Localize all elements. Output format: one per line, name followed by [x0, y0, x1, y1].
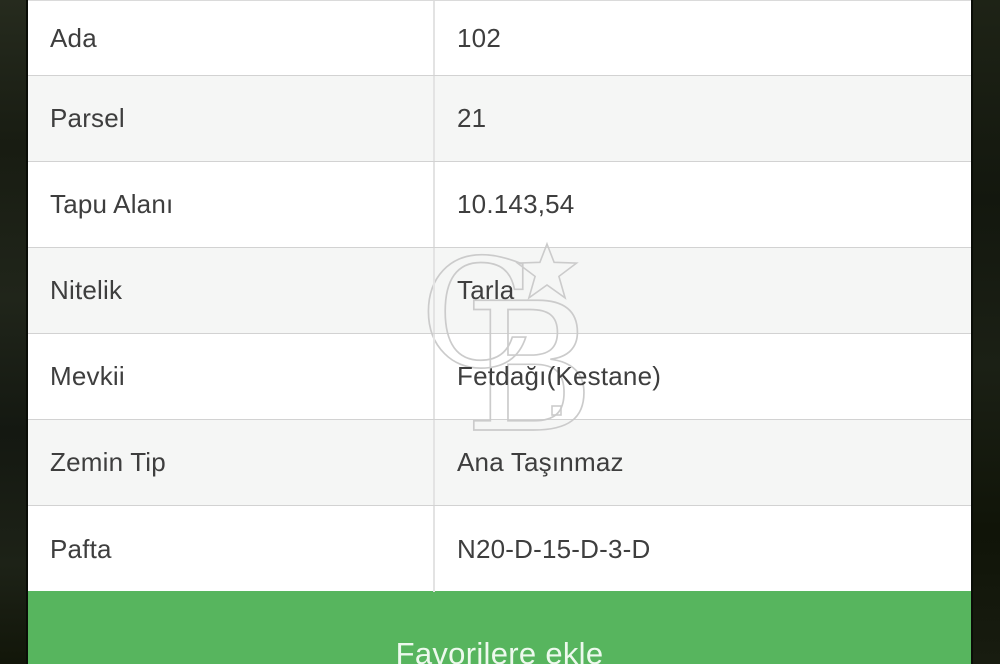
row-label: Zemin Tip — [50, 447, 166, 477]
table-row: Ada 102 — [28, 1, 971, 76]
row-label: Pafta — [50, 533, 112, 564]
table-row: Mevkii Fetdağı(Kestane) — [28, 334, 971, 420]
row-label: Parsel — [50, 103, 125, 133]
table-row: Tapu Alanı 10.143,54 — [28, 162, 971, 248]
table-row: Nitelik Tarla — [28, 248, 971, 334]
row-value: 21 — [433, 76, 971, 161]
row-label: Ada — [50, 22, 97, 53]
row-label: Nitelik — [50, 275, 123, 305]
parcel-info-table: Ada 102 Parsel 21 Tapu Alanı 10.143,54 N… — [28, 0, 971, 592]
row-value: 10.143,54 — [433, 162, 971, 247]
row-value: Tarla — [433, 248, 971, 333]
table-row: Zemin Tip Ana Taşınmaz — [28, 420, 971, 506]
row-value: Ana Taşınmaz — [433, 420, 971, 505]
row-label: Tapu Alanı — [50, 189, 174, 219]
add-to-favorites-button[interactable]: Favorilere ekle — [28, 591, 971, 664]
table-row: Parsel 21 — [28, 76, 971, 162]
row-value: Fetdağı(Kestane) — [433, 334, 971, 419]
row-value: 102 — [433, 1, 971, 75]
background-photo-right-edge — [971, 0, 1000, 664]
table-row: Pafta N20-D-15-D-3-D — [28, 506, 971, 592]
row-value: N20-D-15-D-3-D — [433, 506, 971, 592]
row-label: Mevkii — [50, 361, 125, 391]
background-photo-left-edge — [0, 0, 28, 664]
add-to-favorites-label: Favorilere ekle — [395, 636, 604, 664]
